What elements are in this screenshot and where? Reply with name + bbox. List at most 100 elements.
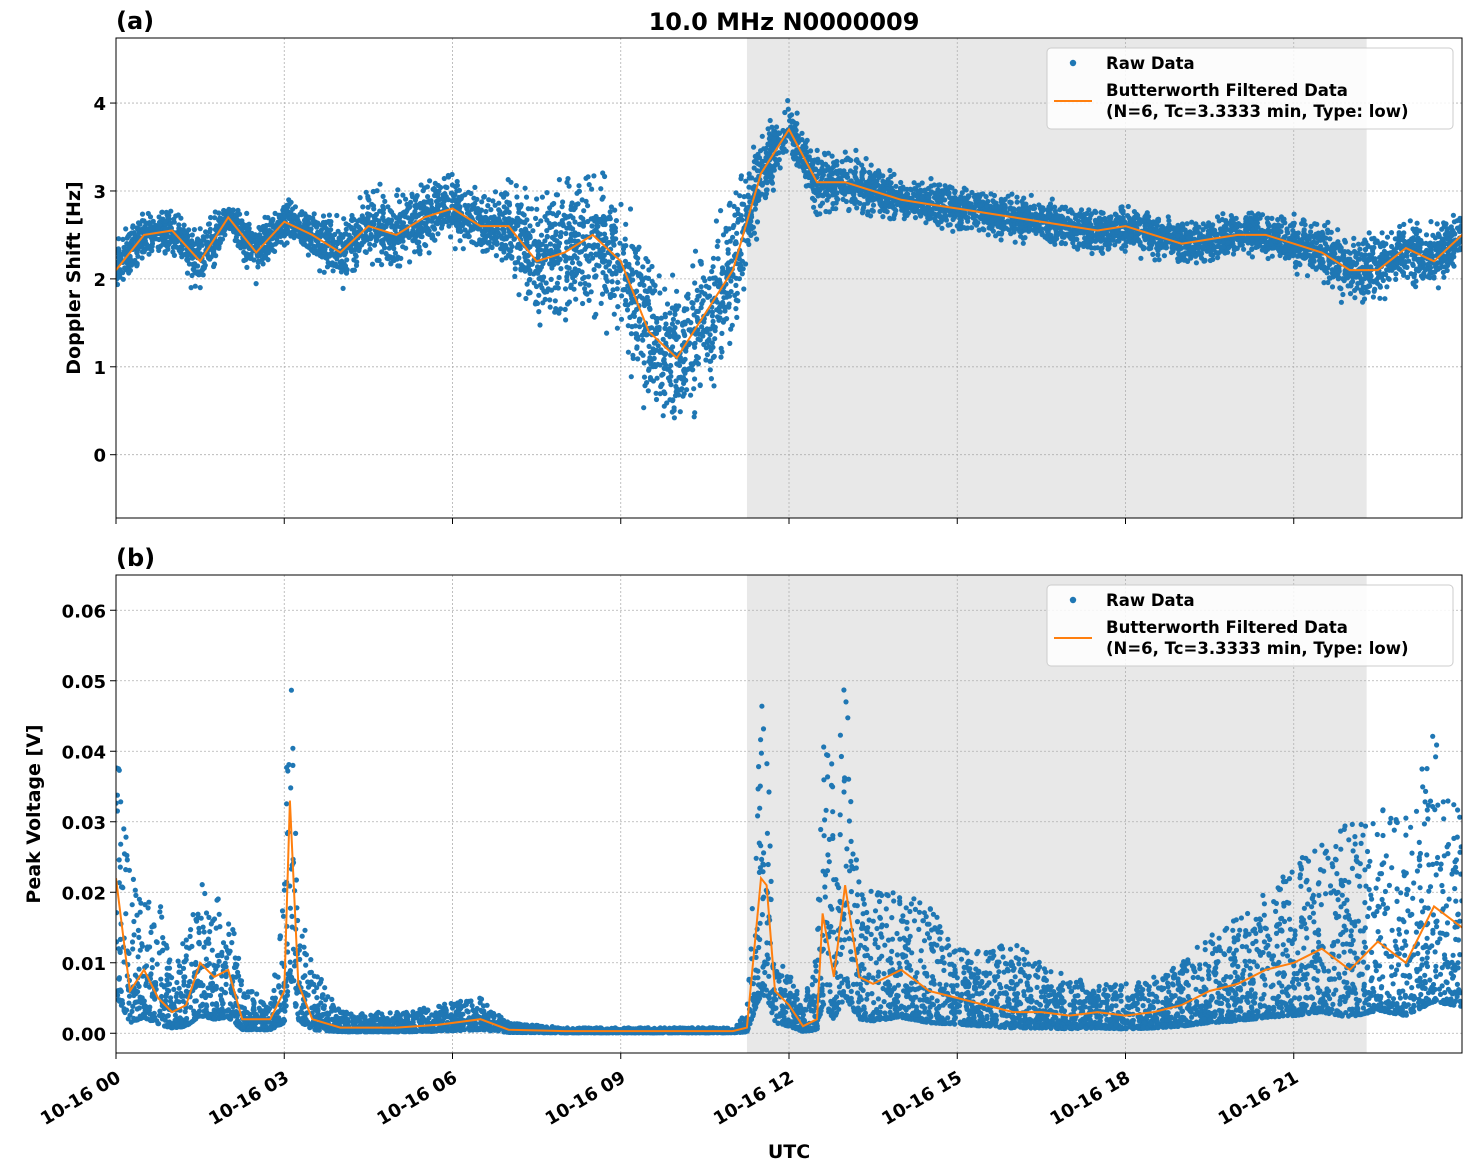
raw-data-point bbox=[481, 230, 487, 236]
raw-data-point bbox=[738, 173, 745, 179]
raw-data-point bbox=[472, 200, 478, 207]
raw-data-point bbox=[430, 234, 436, 240]
raw-data-point bbox=[265, 250, 271, 256]
raw-data-point bbox=[675, 334, 681, 340]
raw-data-point bbox=[887, 215, 893, 221]
raw-data-point bbox=[490, 227, 496, 233]
raw-data-point bbox=[989, 224, 995, 230]
raw-data-point bbox=[586, 182, 592, 188]
raw-data-point bbox=[203, 229, 209, 235]
raw-data-point bbox=[907, 186, 913, 192]
raw-data-point bbox=[585, 218, 591, 225]
raw-data-point bbox=[573, 296, 579, 302]
raw-data-point bbox=[1022, 212, 1028, 218]
raw-data-point bbox=[394, 192, 400, 198]
raw-data-point bbox=[691, 341, 697, 347]
raw-data-point bbox=[501, 249, 507, 255]
raw-data-point bbox=[211, 249, 217, 255]
raw-data-point bbox=[699, 324, 705, 330]
raw-data-point bbox=[710, 323, 716, 329]
raw-data-point bbox=[456, 187, 462, 193]
raw-data-point bbox=[380, 222, 386, 229]
raw-data-point bbox=[623, 221, 629, 227]
raw-data-point bbox=[560, 221, 566, 227]
raw-data-point bbox=[662, 390, 668, 397]
raw-data-point bbox=[305, 252, 311, 258]
raw-data-point bbox=[627, 206, 634, 212]
y-tick-label: 1 bbox=[93, 358, 106, 379]
raw-data-point bbox=[147, 222, 154, 228]
raw-data-point bbox=[155, 226, 161, 232]
raw-data-point bbox=[860, 207, 866, 213]
raw-data-point bbox=[520, 230, 526, 236]
raw-data-point bbox=[456, 194, 462, 200]
raw-data-point bbox=[794, 110, 800, 116]
raw-data-point bbox=[638, 275, 644, 281]
raw-data-point bbox=[643, 256, 649, 262]
raw-data-point bbox=[244, 264, 250, 270]
raw-data-point bbox=[774, 158, 780, 164]
raw-data-point bbox=[716, 317, 722, 323]
raw-data-point bbox=[134, 249, 140, 255]
raw-data-point bbox=[1142, 237, 1148, 243]
raw-data-point bbox=[207, 256, 213, 262]
raw-data-point bbox=[793, 149, 799, 155]
raw-data-point bbox=[692, 280, 698, 286]
raw-data-point bbox=[1175, 256, 1181, 262]
raw-data-point bbox=[1058, 213, 1065, 219]
raw-data-point bbox=[657, 349, 663, 355]
raw-data-point bbox=[541, 274, 547, 280]
raw-data-point bbox=[579, 269, 585, 275]
raw-data-point bbox=[552, 298, 558, 304]
raw-data-point bbox=[962, 195, 968, 201]
raw-data-point bbox=[745, 227, 751, 234]
raw-data-point bbox=[593, 311, 599, 317]
raw-data-point bbox=[413, 214, 419, 220]
raw-data-point bbox=[1152, 257, 1158, 263]
raw-data-point bbox=[292, 204, 298, 210]
raw-data-point bbox=[454, 221, 460, 227]
raw-data-point bbox=[663, 321, 669, 327]
raw-data-point bbox=[388, 260, 394, 266]
raw-data-point bbox=[707, 293, 713, 299]
raw-data-point bbox=[129, 238, 135, 244]
raw-data-point bbox=[441, 217, 447, 223]
raw-data-point bbox=[478, 207, 484, 213]
raw-data-point bbox=[1166, 218, 1172, 224]
raw-data-point bbox=[1052, 225, 1058, 231]
raw-data-point bbox=[708, 376, 715, 382]
raw-data-point bbox=[499, 257, 505, 263]
raw-data-point bbox=[330, 262, 336, 268]
raw-data-point bbox=[966, 200, 972, 206]
raw-data-point bbox=[197, 251, 203, 257]
raw-data-point bbox=[650, 346, 656, 352]
raw-data-point bbox=[787, 118, 793, 124]
raw-data-point bbox=[270, 216, 276, 222]
raw-data-point bbox=[121, 251, 127, 257]
raw-data-point bbox=[239, 222, 245, 228]
raw-data-point bbox=[1033, 211, 1039, 217]
raw-data-point bbox=[971, 194, 978, 200]
raw-data-point bbox=[426, 217, 432, 223]
raw-data-point bbox=[581, 274, 588, 280]
raw-data-point bbox=[827, 183, 833, 189]
raw-data-point bbox=[599, 196, 605, 202]
raw-data-point bbox=[485, 203, 491, 209]
raw-data-point bbox=[506, 200, 512, 206]
raw-data-point bbox=[641, 282, 647, 288]
raw-data-point bbox=[176, 222, 182, 228]
raw-data-point bbox=[710, 264, 716, 270]
raw-data-point bbox=[573, 202, 580, 208]
raw-data-point bbox=[492, 202, 498, 208]
raw-data-point bbox=[122, 265, 128, 271]
raw-data-point bbox=[635, 356, 641, 362]
raw-data-point bbox=[710, 255, 717, 261]
raw-data-point bbox=[655, 343, 661, 349]
raw-data-point bbox=[660, 336, 666, 342]
raw-data-point bbox=[919, 195, 925, 201]
raw-data-point bbox=[803, 183, 809, 189]
raw-data-point bbox=[566, 265, 572, 271]
raw-data-point bbox=[804, 149, 810, 155]
raw-data-point bbox=[584, 256, 590, 262]
raw-data-point bbox=[135, 220, 142, 226]
